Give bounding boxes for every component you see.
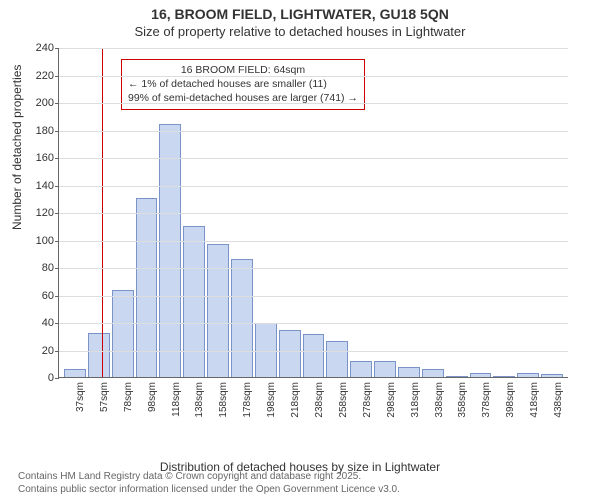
ytick-mark [55, 268, 59, 269]
plot-area: 16 BROOM FIELD: 64sqm ← 1% of detached h… [58, 48, 568, 378]
chart-area: 16 BROOM FIELD: 64sqm ← 1% of detached h… [58, 48, 568, 418]
ytick-label: 60 [24, 290, 54, 302]
xtick-label: 398sqm [505, 382, 516, 422]
ytick-label: 100 [24, 235, 54, 247]
histogram-bar [112, 290, 134, 377]
xtick-label: 138sqm [194, 382, 205, 422]
ytick-mark [55, 378, 59, 379]
gridline [59, 213, 568, 214]
histogram-bar [446, 376, 468, 377]
ytick-mark [55, 76, 59, 77]
histogram-bar [207, 244, 229, 377]
annotation-box: 16 BROOM FIELD: 64sqm ← 1% of detached h… [121, 59, 365, 110]
gridline [59, 186, 568, 187]
histogram-bar [517, 373, 539, 377]
ytick-label: 120 [24, 207, 54, 219]
xtick-label: 37sqm [75, 382, 86, 422]
xtick-label: 298sqm [386, 382, 397, 422]
xtick-label: 438sqm [553, 382, 564, 422]
xtick-label: 198sqm [266, 382, 277, 422]
ytick-mark [55, 323, 59, 324]
histogram-bar [231, 259, 253, 377]
annotation-line2: ← 1% of detached houses are smaller (11) [128, 77, 358, 91]
footer-line2: Contains public sector information licen… [18, 484, 400, 497]
histogram-bar [326, 341, 348, 377]
ytick-label: 20 [24, 345, 54, 357]
ytick-label: 40 [24, 317, 54, 329]
chart-title-block: 16, BROOM FIELD, LIGHTWATER, GU18 5QN Si… [0, 0, 600, 39]
xtick-label: 218sqm [290, 382, 301, 422]
ytick-label: 80 [24, 262, 54, 274]
histogram-bar [374, 361, 396, 378]
xtick-label: 378sqm [481, 382, 492, 422]
xtick-label: 78sqm [123, 382, 134, 422]
histogram-bar [64, 369, 86, 377]
gridline [59, 103, 568, 104]
histogram-bar [183, 226, 205, 377]
ytick-mark [55, 158, 59, 159]
histogram-bar [398, 367, 420, 377]
xtick-label: 118sqm [171, 382, 182, 422]
histogram-bar [493, 376, 515, 377]
xtick-label: 278sqm [362, 382, 373, 422]
ytick-mark [55, 103, 59, 104]
y-axis-label: Number of detached properties [10, 65, 24, 230]
histogram-bar [279, 330, 301, 377]
ytick-mark [55, 213, 59, 214]
footer-line1: Contains HM Land Registry data © Crown c… [18, 471, 400, 484]
xtick-label: 98sqm [147, 382, 158, 422]
ytick-mark [55, 131, 59, 132]
ytick-mark [55, 48, 59, 49]
ytick-mark [55, 186, 59, 187]
histogram-bar [88, 333, 110, 377]
gridline [59, 351, 568, 352]
gridline [59, 131, 568, 132]
histogram-bar [303, 334, 325, 377]
xtick-label: 178sqm [242, 382, 253, 422]
histogram-bar [470, 373, 492, 377]
title-main: 16, BROOM FIELD, LIGHTWATER, GU18 5QN [0, 6, 600, 22]
xtick-label: 358sqm [457, 382, 468, 422]
xtick-label: 318sqm [410, 382, 421, 422]
xtick-label: 238sqm [314, 382, 325, 422]
gridline [59, 296, 568, 297]
histogram-bar [159, 124, 181, 377]
gridline [59, 241, 568, 242]
gridline [59, 158, 568, 159]
histogram-bar [541, 374, 563, 377]
ytick-label: 0 [24, 372, 54, 384]
footer-attributions: Contains HM Land Registry data © Crown c… [18, 471, 400, 496]
ytick-label: 180 [24, 125, 54, 137]
xtick-label: 418sqm [529, 382, 540, 422]
gridline [59, 76, 568, 77]
ytick-label: 200 [24, 97, 54, 109]
gridline [59, 323, 568, 324]
ytick-label: 140 [24, 180, 54, 192]
gridline [59, 48, 568, 49]
histogram-bar [422, 369, 444, 377]
ytick-label: 240 [24, 42, 54, 54]
ytick-label: 220 [24, 70, 54, 82]
histogram-bar [350, 361, 372, 378]
xtick-label: 57sqm [99, 382, 110, 422]
xtick-label: 158sqm [218, 382, 229, 422]
ytick-mark [55, 351, 59, 352]
xtick-label: 258sqm [338, 382, 349, 422]
ytick-mark [55, 296, 59, 297]
gridline [59, 268, 568, 269]
ytick-mark [55, 241, 59, 242]
ytick-label: 160 [24, 152, 54, 164]
xtick-label: 338sqm [434, 382, 445, 422]
title-sub: Size of property relative to detached ho… [0, 24, 600, 39]
